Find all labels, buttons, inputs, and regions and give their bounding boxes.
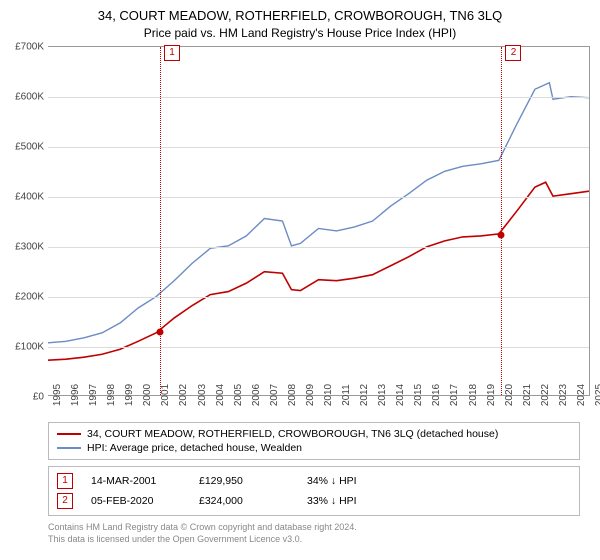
xtick-label: 2015 — [409, 384, 424, 406]
event-delta: 33% ↓ HPI — [307, 495, 397, 507]
ytick-label: £500K — [15, 142, 48, 153]
xtick-label: 2008 — [283, 384, 298, 406]
xtick-label: 2018 — [464, 384, 479, 406]
footer-line-1: Contains HM Land Registry data © Crown c… — [48, 522, 580, 534]
legend-item: HPI: Average price, detached house, Weal… — [57, 441, 571, 455]
event-date: 14-MAR-2001 — [91, 475, 181, 487]
xtick-label: 1996 — [66, 384, 81, 406]
xtick-label: 2024 — [572, 384, 587, 406]
gridline-h — [48, 297, 589, 298]
gridline-h — [48, 147, 589, 148]
event-delta: 34% ↓ HPI — [307, 475, 397, 487]
xtick-label: 2004 — [211, 384, 226, 406]
event-date: 05-FEB-2020 — [91, 495, 181, 507]
xtick-label: 2012 — [355, 384, 370, 406]
event-row: 2 05-FEB-2020 £324,000 33% ↓ HPI — [57, 491, 571, 511]
event-row: 1 14-MAR-2001 £129,950 34% ↓ HPI — [57, 471, 571, 491]
xtick-label: 2016 — [427, 384, 442, 406]
event-price: £324,000 — [199, 495, 289, 507]
xtick-label: 2010 — [319, 384, 334, 406]
event-line: 2 — [501, 47, 502, 395]
plot-svg — [48, 47, 589, 395]
ytick-label: £300K — [15, 242, 48, 253]
chart-title: 34, COURT MEADOW, ROTHERFIELD, CROWBOROU… — [0, 0, 600, 23]
xtick-label: 2002 — [174, 384, 189, 406]
gridline-h — [48, 347, 589, 348]
ytick-label: £200K — [15, 292, 48, 303]
chart-subtitle: Price paid vs. HM Land Registry's House … — [0, 23, 600, 46]
ytick-label: £100K — [15, 342, 48, 353]
ytick-label: £0 — [33, 392, 48, 403]
xtick-label: 2014 — [391, 384, 406, 406]
events-table: 1 14-MAR-2001 £129,950 34% ↓ HPI 2 05-FEB-202… — [48, 466, 580, 516]
ytick-label: £600K — [15, 92, 48, 103]
xtick-label: 2001 — [156, 384, 171, 406]
xtick-label: 2005 — [229, 384, 244, 406]
xtick-label: 2013 — [373, 384, 388, 406]
xtick-label: 2000 — [138, 384, 153, 406]
gridline-h — [48, 197, 589, 198]
xtick-label: 2003 — [193, 384, 208, 406]
xtick-label: 2025 — [590, 384, 600, 406]
xtick-label: 2011 — [337, 384, 352, 406]
event-badge: 1 — [164, 45, 180, 61]
xtick-label: 2007 — [265, 384, 280, 406]
event-marker — [498, 232, 505, 239]
xtick-label: 1999 — [120, 384, 135, 406]
ytick-label: £400K — [15, 192, 48, 203]
gridline-h — [48, 97, 589, 98]
xtick-label: 1995 — [48, 384, 63, 406]
series-line — [48, 182, 589, 360]
xtick-label: 2021 — [518, 384, 533, 406]
legend-swatch — [57, 433, 81, 435]
event-row-badge: 2 — [57, 493, 73, 509]
event-marker — [157, 329, 164, 336]
xtick-label: 1998 — [102, 384, 117, 406]
legend: 34, COURT MEADOW, ROTHERFIELD, CROWBOROU… — [48, 422, 580, 460]
xtick-label: 1997 — [84, 384, 99, 406]
event-price: £129,950 — [199, 475, 289, 487]
xtick-label: 2023 — [554, 384, 569, 406]
xtick-label: 2009 — [301, 384, 316, 406]
series-line — [48, 83, 589, 343]
legend-label: HPI: Average price, detached house, Weal… — [87, 442, 302, 454]
xtick-label: 2006 — [247, 384, 262, 406]
footer-line-2: This data is licensed under the Open Gov… — [48, 534, 580, 546]
xtick-label: 2022 — [536, 384, 551, 406]
legend-item: 34, COURT MEADOW, ROTHERFIELD, CROWBOROU… — [57, 427, 571, 441]
legend-swatch — [57, 447, 81, 449]
plot-area: £0£100K£200K£300K£400K£500K£600K£700K199… — [48, 46, 590, 396]
event-badge: 2 — [505, 45, 521, 61]
xtick-label: 2019 — [482, 384, 497, 406]
chart-container: 34, COURT MEADOW, ROTHERFIELD, CROWBOROU… — [0, 0, 600, 560]
event-row-badge: 1 — [57, 473, 73, 489]
event-line: 1 — [160, 47, 161, 395]
footer: Contains HM Land Registry data © Crown c… — [48, 522, 580, 545]
gridline-h — [48, 247, 589, 248]
ytick-label: £700K — [15, 42, 48, 53]
xtick-label: 2017 — [445, 384, 460, 406]
legend-label: 34, COURT MEADOW, ROTHERFIELD, CROWBOROU… — [87, 428, 498, 440]
